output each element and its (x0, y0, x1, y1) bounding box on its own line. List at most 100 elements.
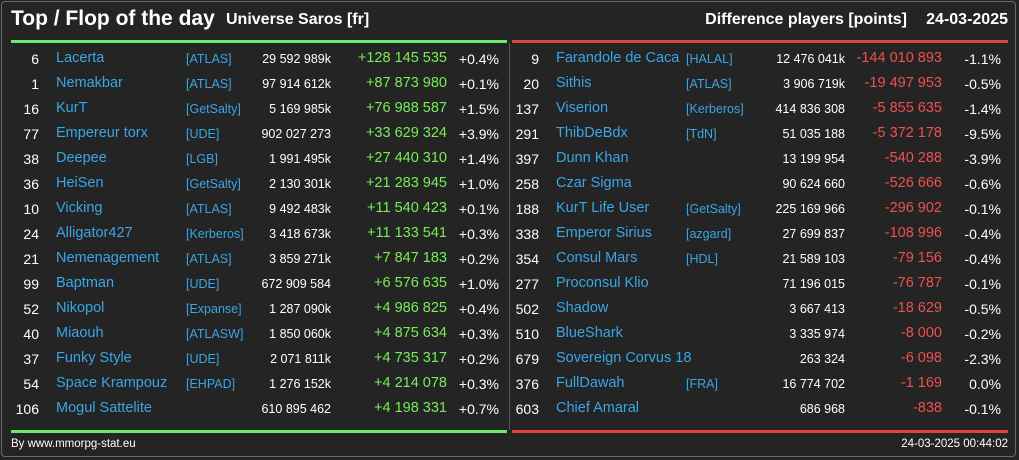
percent-cell: -0.5% (964, 76, 1001, 92)
rank-cell: 510 (515, 326, 539, 342)
player-name-link[interactable]: Mogul Sattelite (56, 400, 152, 416)
alliance-link[interactable]: [ATLAS] (186, 252, 232, 266)
rank-cell: 10 (23, 201, 39, 217)
table-row: 137 Viserion [Kerberos] 414 836 308 -5 855 6… (500, 97, 1010, 122)
player-name-link[interactable]: Nikopol (56, 300, 105, 316)
player-name-link[interactable]: KurT (56, 100, 88, 116)
player-name-link[interactable]: Czar Sigma (556, 175, 632, 191)
alliance-link[interactable]: [ATLAS] (186, 77, 232, 91)
player-name-link[interactable]: Chief Amaral (556, 400, 640, 416)
table-row: 258 Czar Sigma 90 624 660 -526 666 -0.6% (500, 172, 1010, 197)
player-name-link[interactable]: FullDawah (556, 375, 625, 391)
player-name-link[interactable]: Funky Style (56, 350, 132, 366)
player-name-link[interactable]: Sithis (556, 75, 592, 91)
alliance-link[interactable]: [ATLAS] (186, 52, 232, 66)
rank-cell: 502 (515, 301, 539, 317)
table-row: 9 Farandole de Caca [HALAL] 12 476 041k -144… (500, 47, 1010, 72)
alliance-link[interactable]: [GetSalty] (186, 102, 241, 116)
difference-cell: -526 666 (884, 175, 942, 191)
alliance-link[interactable]: [UDE] (186, 277, 220, 291)
percent-cell: -1.4% (964, 101, 1001, 117)
alliance-link[interactable]: [TdN] (686, 127, 717, 141)
alliance-link[interactable]: [FRA] (686, 377, 718, 391)
player-name-link[interactable]: Nemakbar (56, 75, 123, 91)
footer-source: By www.mmorpg-stat.eu (11, 438, 136, 450)
table-row: 1 Nemakbar [ATLAS] 97 914 612k +87 873 980 +0… (0, 72, 510, 97)
alliance-link[interactable]: [azgard] (686, 227, 732, 241)
player-name-link[interactable]: Lacerta (56, 50, 105, 66)
alliance-link[interactable]: [HALAL] (686, 52, 733, 66)
alliance-link[interactable]: [Expanse] (186, 302, 242, 316)
percent-cell: -0.5% (964, 301, 1001, 317)
player-name-link[interactable]: Proconsul Klio (556, 275, 649, 291)
footer-timestamp: 24-03-2025 00:44:02 (901, 438, 1008, 450)
alliance-link[interactable]: [GetSalty] (686, 202, 741, 216)
player-name-link[interactable]: ThibDeBdx (556, 125, 628, 141)
player-name-link[interactable]: Space Krampouz (56, 375, 168, 391)
player-name-link[interactable]: Alligator427 (56, 225, 133, 241)
player-name-link[interactable]: Deepee (56, 150, 107, 166)
rank-cell: 188 (515, 201, 539, 217)
alliance-link[interactable]: [ATLAS] (186, 202, 232, 216)
points-cell: 3 859 271k (269, 252, 331, 266)
difference-cell: +11 540 423 (367, 200, 447, 216)
alliance-link[interactable]: [Kerberos] (186, 227, 244, 241)
points-cell: 27 699 837 (782, 227, 845, 241)
player-name-link[interactable]: Vicking (56, 200, 103, 216)
alliance-link[interactable]: [GetSalty] (186, 177, 241, 191)
percent-cell: -0.1% (964, 201, 1001, 217)
table-row: 338 Emperor Sirius [azgard] 27 699 837 -108 … (500, 222, 1010, 247)
points-cell: 3 667 413 (789, 302, 845, 316)
alliance-link[interactable]: [ATLASW] (186, 327, 244, 341)
percent-cell: 0.0% (969, 376, 1001, 392)
player-name-link[interactable]: Baptman (56, 275, 115, 291)
table-row: 679 Sovereign Corvus 18 263 324 -6 098 -2.3% (500, 347, 1010, 372)
points-cell: 263 324 (799, 352, 845, 366)
player-name-link[interactable]: Sovereign Corvus 18 (556, 350, 692, 366)
alliance-link[interactable]: [LGB] (186, 152, 218, 166)
player-name-link[interactable]: Shadow (556, 300, 609, 316)
player-name-link[interactable]: Emperor Sirius (556, 225, 652, 241)
player-name-link[interactable]: KurT Life User (556, 200, 650, 216)
points-cell: 13 199 954 (782, 152, 845, 166)
points-cell: 3 906 719k (783, 77, 845, 91)
difference-cell: -1 169 (900, 375, 942, 391)
player-name-link[interactable]: Empereur torx (56, 125, 148, 141)
alliance-link[interactable]: [HDL] (686, 252, 718, 266)
player-name-link[interactable]: Farandole de Caca (556, 50, 680, 66)
player-name-link[interactable]: Consul Mars (556, 250, 638, 266)
percent-cell: +0.2% (458, 251, 499, 267)
percent-cell: +1.5% (458, 101, 499, 117)
table-row: 99 Baptman [UDE] 672 909 584 +6 576 635 +1.0% (0, 272, 510, 297)
player-name-link[interactable]: Nemenagement (56, 250, 160, 266)
alliance-link[interactable]: [UDE] (186, 127, 220, 141)
universe-label: Universe Saros [fr] (226, 11, 370, 28)
points-cell: 1 276 152k (269, 377, 331, 391)
header-date: 24-03-2025 (926, 11, 1008, 28)
player-name-link[interactable]: BlueShark (556, 325, 623, 341)
alliance-link[interactable]: [EHPAD] (186, 377, 236, 391)
points-cell: 2 071 811k (270, 352, 331, 366)
player-name-link[interactable]: Dunn Khan (556, 150, 629, 166)
points-cell: 3 335 974 (789, 327, 845, 341)
player-name-link[interactable]: HeiSen (56, 175, 104, 191)
alliance-link[interactable]: [ATLAS] (686, 77, 732, 91)
points-cell: 21 589 103 (782, 252, 845, 266)
points-cell: 16 774 702 (782, 377, 845, 391)
points-cell: 610 895 462 (261, 402, 331, 416)
difference-cell: +76 988 587 (365, 100, 447, 116)
difference-cell: +21 283 945 (365, 175, 447, 191)
alliance-link[interactable]: [Kerberos] (686, 102, 744, 116)
percent-cell: +0.4% (458, 51, 499, 67)
rank-cell: 679 (515, 351, 539, 367)
player-name-link[interactable]: Viserion (556, 100, 609, 116)
alliance-link[interactable]: [UDE] (186, 352, 220, 366)
points-cell: 29 592 989k (262, 52, 331, 66)
rank-cell: 16 (23, 101, 39, 117)
percent-cell: +0.3% (458, 226, 499, 242)
player-name-link[interactable]: Miaouh (56, 325, 104, 341)
table-row: 37 Funky Style [UDE] 2 071 811k +4 735 317 +0… (0, 347, 510, 372)
column-divider (509, 43, 510, 430)
rank-cell: 37 (23, 351, 39, 367)
